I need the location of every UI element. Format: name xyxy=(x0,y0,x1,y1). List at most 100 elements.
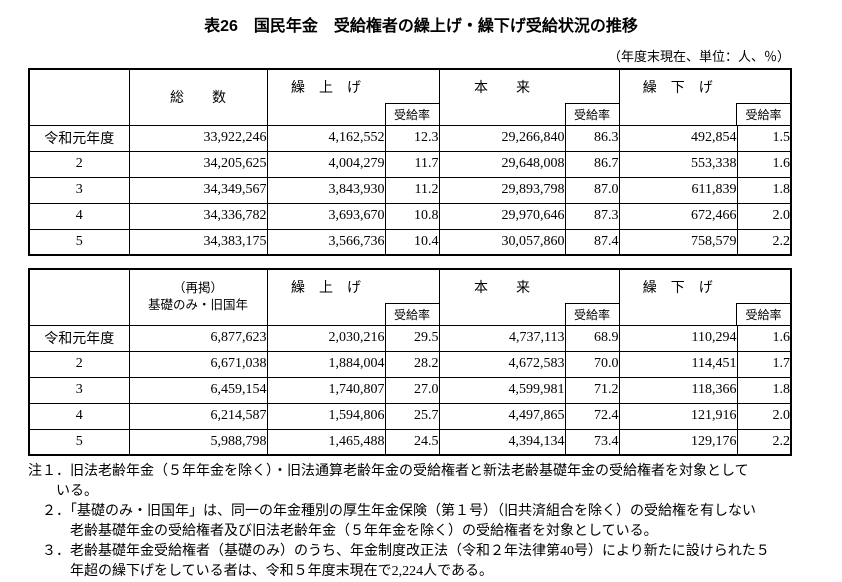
cell-kurisage-rate: 2.0 xyxy=(736,402,792,430)
group-header-kuriage: 繰 上 げ 受給率 xyxy=(266,68,440,126)
cell-year: 令和元年度 xyxy=(28,324,130,352)
pension-table-basic-only: （再掲） 基礎のみ・旧国年 繰 上 げ 受給率 本 来 受給率 繰 下 げ 受給… xyxy=(28,268,792,456)
group-label-kuriage: 繰 上 げ xyxy=(291,281,361,296)
note-line: ３．老齢基礎年金受給権者（基礎のみ）のうち、年金制度改正法（令和２年法律第40号… xyxy=(42,544,770,559)
cell-kurisage: 121,916 xyxy=(618,402,738,430)
table-row: 4 6,214,587 1,594,806 25.7 4,497,865 72.… xyxy=(28,402,792,430)
cell-total: 34,383,175 xyxy=(128,228,268,256)
table-row: 5 5,988,798 1,465,488 24.5 4,394,134 73.… xyxy=(28,428,792,456)
cell-kurisage-rate: 2.2 xyxy=(736,228,792,256)
group-header-honrai: 本 来 受給率 xyxy=(438,68,620,126)
cell-kuriage: 1,740,807 xyxy=(266,376,386,404)
cell-kuriage: 3,693,670 xyxy=(266,202,386,230)
total-column-header: （再掲） 基礎のみ・旧国年 xyxy=(128,268,268,326)
cell-kurisage: 129,176 xyxy=(618,428,738,456)
total-header-line2: 基礎のみ・旧国年 xyxy=(147,298,248,313)
cell-honrai-rate: 72.4 xyxy=(564,402,620,430)
group-label-honrai: 本 来 xyxy=(474,281,530,296)
cell-year: 令和元年度 xyxy=(28,124,130,152)
cell-kurisage-rate: 1.8 xyxy=(736,376,792,404)
rate-subheader: 受給率 xyxy=(736,102,790,124)
cell-kurisage: 553,338 xyxy=(618,150,738,178)
rate-subheader: 受給率 xyxy=(384,102,438,124)
table-row: 令和元年度 6,877,623 2,030,216 29.5 4,737,113… xyxy=(28,324,792,352)
cell-honrai: 29,970,646 xyxy=(438,202,566,230)
cell-year: 4 xyxy=(28,402,130,430)
cell-honrai-rate: 71.2 xyxy=(564,376,620,404)
cell-honrai: 4,497,865 xyxy=(438,402,566,430)
table-row: 3 6,459,154 1,740,807 27.0 4,599,981 71.… xyxy=(28,376,792,404)
cell-kuriage: 3,566,736 xyxy=(266,228,386,256)
table-row: 5 34,383,175 3,566,736 10.4 30,057,860 8… xyxy=(28,228,792,256)
total-column-header: 総 数 xyxy=(128,68,268,126)
cell-total: 33,922,246 xyxy=(128,124,268,152)
cell-kurisage-rate: 1.5 xyxy=(736,124,792,152)
rate-subheader: 受給率 xyxy=(384,302,438,324)
group-header-kurisage: 繰 下 げ 受給率 xyxy=(618,268,792,326)
header-row: （再掲） 基礎のみ・旧国年 繰 上 げ 受給率 本 来 受給率 繰 下 げ 受給… xyxy=(28,268,792,326)
cell-kuriage-rate: 27.0 xyxy=(384,376,440,404)
group-header-kurisage: 繰 下 げ 受給率 xyxy=(618,68,792,126)
cell-honrai-rate: 70.0 xyxy=(564,350,620,378)
cell-total: 6,877,623 xyxy=(128,324,268,352)
group-header-kuriage: 繰 上 げ 受給率 xyxy=(266,268,440,326)
table-row: 4 34,336,782 3,693,670 10.8 29,970,646 8… xyxy=(28,202,792,230)
cell-year: 5 xyxy=(28,428,130,456)
cell-honrai-rate: 86.7 xyxy=(564,150,620,178)
cell-kurisage: 492,854 xyxy=(618,124,738,152)
cell-total: 6,214,587 xyxy=(128,402,268,430)
note-line: 注１．旧法老齢年金（５年年金を除く）・旧法通算老齢年金の受給権者と新法老齢基礎年… xyxy=(28,464,749,479)
cell-kuriage: 2,030,216 xyxy=(266,324,386,352)
cell-total: 6,459,154 xyxy=(128,376,268,404)
cell-kuriage-rate: 28.2 xyxy=(384,350,440,378)
corner-cell xyxy=(28,68,130,126)
table-row: 2 6,671,038 1,884,004 28.2 4,672,583 70.… xyxy=(28,350,792,378)
cell-kuriage: 1,465,488 xyxy=(266,428,386,456)
cell-honrai: 4,599,981 xyxy=(438,376,566,404)
cell-kuriage: 4,004,279 xyxy=(266,150,386,178)
cell-honrai: 29,893,798 xyxy=(438,176,566,204)
group-label-kurisage: 繰 下 げ xyxy=(642,281,713,296)
cell-kurisage-rate: 2.0 xyxy=(736,202,792,230)
corner-cell xyxy=(28,268,130,326)
cell-honrai-rate: 68.9 xyxy=(564,324,620,352)
note-line: 老齢基礎年金の受給権者及び旧法老齢年金（５年年金を除く）の受給権者を対象としてい… xyxy=(70,524,658,539)
cell-honrai: 4,394,134 xyxy=(438,428,566,456)
cell-honrai: 4,737,113 xyxy=(438,324,566,352)
cell-honrai: 29,266,840 xyxy=(438,124,566,152)
group-label-honrai: 本 来 xyxy=(474,81,530,96)
group-header-honrai: 本 来 受給率 xyxy=(438,268,620,326)
cell-honrai-rate: 86.3 xyxy=(564,124,620,152)
cell-honrai-rate: 87.4 xyxy=(564,228,620,256)
cell-kuriage-rate: 11.7 xyxy=(384,150,440,178)
footnotes: 注１．旧法老齢年金（５年年金を除く）・旧法通算老齢年金の受給権者と新法老齢基礎年… xyxy=(28,462,814,582)
cell-kurisage: 110,294 xyxy=(618,324,738,352)
cell-honrai: 30,057,860 xyxy=(438,228,566,256)
table-row: 令和元年度 33,922,246 4,162,552 12.3 29,266,8… xyxy=(28,124,792,152)
cell-kurisage-rate: 1.6 xyxy=(736,150,792,178)
cell-kuriage: 4,162,552 xyxy=(266,124,386,152)
table-row: 3 34,349,567 3,843,930 11.2 29,893,798 8… xyxy=(28,176,792,204)
rate-subheader: 受給率 xyxy=(564,102,618,124)
cell-kurisage: 672,466 xyxy=(618,202,738,230)
table-row: 2 34,205,625 4,004,279 11.7 29,648,008 8… xyxy=(28,150,792,178)
cell-kuriage-rate: 11.2 xyxy=(384,176,440,204)
note-line: 年超の繰下げをしている者は、令和５年度末現在で2,224人である。 xyxy=(70,564,493,579)
cell-year: 4 xyxy=(28,202,130,230)
cell-kuriage: 3,843,930 xyxy=(266,176,386,204)
total-header-line1: （再掲） xyxy=(172,280,223,295)
cell-honrai-rate: 87.0 xyxy=(564,176,620,204)
cell-honrai: 4,672,583 xyxy=(438,350,566,378)
cell-kuriage-rate: 12.3 xyxy=(384,124,440,152)
cell-kurisage: 758,579 xyxy=(618,228,738,256)
cell-kurisage-rate: 1.7 xyxy=(736,350,792,378)
group-label-kurisage: 繰 下 げ xyxy=(642,81,713,96)
pension-table-total: 総 数 繰 上 げ 受給率 本 来 受給率 繰 下 げ 受給率 令和元年度 xyxy=(28,68,792,256)
cell-kurisage: 118,366 xyxy=(618,376,738,404)
cell-honrai: 29,648,008 xyxy=(438,150,566,178)
cell-kurisage: 114,451 xyxy=(618,350,738,378)
rate-subheader: 受給率 xyxy=(736,302,790,324)
cell-year: 3 xyxy=(28,376,130,404)
cell-kuriage: 1,594,806 xyxy=(266,402,386,430)
